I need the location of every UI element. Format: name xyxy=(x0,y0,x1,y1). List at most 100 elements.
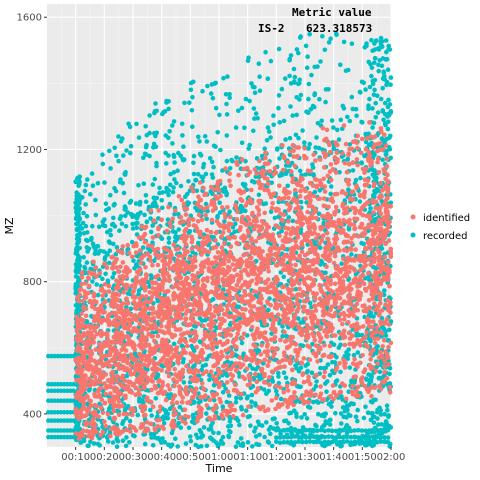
recorded-point xyxy=(374,439,380,445)
recorded-point xyxy=(159,236,165,241)
recorded-point xyxy=(160,111,165,117)
recorded-point xyxy=(353,414,359,420)
identified-point xyxy=(151,218,157,223)
recorded-point xyxy=(94,282,99,287)
identified-point xyxy=(299,249,305,255)
recorded-point xyxy=(359,79,365,85)
identified-point xyxy=(194,386,199,392)
identified-point xyxy=(383,143,389,148)
recorded-point xyxy=(360,440,365,446)
recorded-point xyxy=(383,333,389,338)
recorded-point xyxy=(286,421,292,426)
recorded-point xyxy=(46,353,51,359)
recorded-point xyxy=(382,411,387,417)
recorded-point xyxy=(348,413,353,419)
recorded-point xyxy=(227,209,232,214)
identified-point xyxy=(108,433,113,439)
recorded-point xyxy=(75,256,80,262)
recorded-point xyxy=(233,125,239,130)
recorded-point xyxy=(175,444,180,449)
recorded-point xyxy=(382,100,388,106)
recorded-point xyxy=(250,366,255,371)
recorded-point xyxy=(239,407,244,412)
recorded-point xyxy=(46,398,51,404)
identified-point xyxy=(172,208,178,213)
recorded-point xyxy=(82,266,88,271)
recorded-point xyxy=(257,432,262,438)
identified-point xyxy=(130,412,135,418)
recorded-point xyxy=(191,171,197,177)
recorded-point xyxy=(385,407,390,413)
recorded-point xyxy=(163,150,168,156)
recorded-point xyxy=(73,179,78,185)
recorded-point xyxy=(262,434,267,440)
recorded-point xyxy=(294,112,300,118)
recorded-point xyxy=(303,439,309,445)
recorded-point xyxy=(311,429,316,434)
recorded-point xyxy=(112,186,117,191)
recorded-point xyxy=(385,126,391,132)
recorded-point xyxy=(224,101,229,107)
recorded-point xyxy=(116,134,121,139)
identified-point xyxy=(244,366,250,372)
recorded-point xyxy=(152,176,158,182)
recorded-point xyxy=(121,419,126,424)
recorded-point xyxy=(381,117,386,123)
recorded-point xyxy=(335,441,340,447)
recorded-point xyxy=(185,191,190,197)
identified-point xyxy=(354,157,360,162)
recorded-point xyxy=(46,381,51,387)
recorded-point xyxy=(74,227,80,233)
recorded-point xyxy=(308,432,313,437)
recorded-point xyxy=(207,377,212,383)
recorded-point xyxy=(309,72,314,78)
recorded-point xyxy=(329,434,335,440)
recorded-point xyxy=(68,428,73,433)
identified-point xyxy=(225,205,230,210)
recorded-point xyxy=(224,112,230,117)
identified-point xyxy=(281,245,286,251)
identified-point xyxy=(159,217,164,222)
recorded-point xyxy=(177,404,183,410)
recorded-point xyxy=(75,307,80,313)
recorded-point xyxy=(155,414,160,419)
recorded-point xyxy=(278,396,284,402)
identified-point xyxy=(297,281,302,286)
recorded-point xyxy=(252,84,257,90)
recorded-point xyxy=(328,36,333,41)
recorded-point xyxy=(270,379,276,384)
recorded-point xyxy=(211,143,217,149)
identified-point xyxy=(137,321,143,327)
recorded-point xyxy=(52,353,57,359)
recorded-point xyxy=(308,107,314,112)
recorded-point xyxy=(282,76,288,81)
recorded-point xyxy=(240,205,245,211)
recorded-point xyxy=(224,372,229,377)
recorded-point xyxy=(136,288,142,293)
recorded-point xyxy=(323,240,328,246)
recorded-point xyxy=(252,429,257,434)
recorded-point xyxy=(73,401,79,407)
identified-point xyxy=(342,342,348,348)
recorded-point xyxy=(215,213,220,219)
identified-point xyxy=(328,149,333,155)
recorded-point xyxy=(190,94,195,100)
recorded-point xyxy=(89,171,95,176)
recorded-point xyxy=(170,141,175,146)
recorded-point xyxy=(156,435,161,441)
recorded-point xyxy=(197,139,202,144)
recorded-point xyxy=(215,130,220,135)
recorded-point xyxy=(92,251,98,257)
recorded-point xyxy=(220,434,226,440)
recorded-point xyxy=(111,271,117,276)
recorded-point xyxy=(365,410,371,416)
recorded-point xyxy=(126,121,131,127)
recorded-point xyxy=(167,406,173,412)
recorded-point xyxy=(274,147,280,152)
recorded-point xyxy=(294,414,299,420)
recorded-point xyxy=(68,353,73,359)
recorded-point xyxy=(186,200,192,206)
recorded-point xyxy=(100,161,106,167)
recorded-point xyxy=(114,444,120,450)
recorded-point xyxy=(319,118,325,124)
